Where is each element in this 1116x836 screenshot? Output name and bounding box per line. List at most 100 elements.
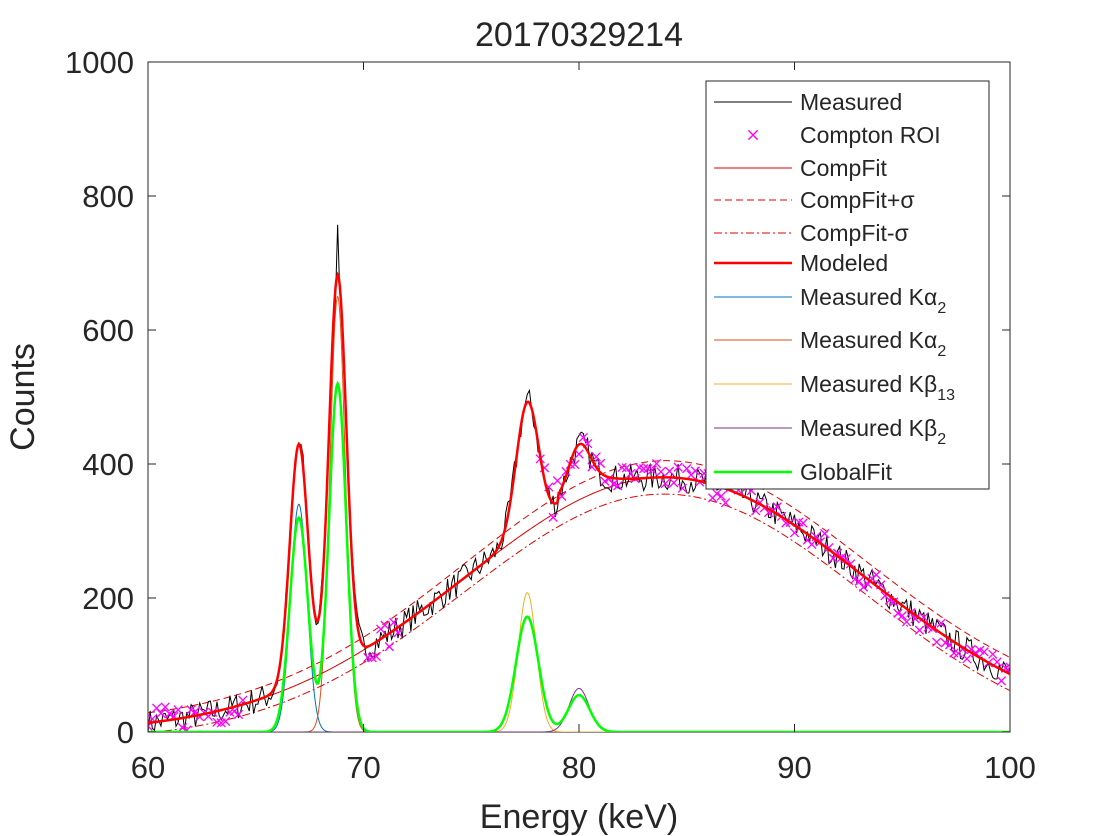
y-axis-label: Counts (4, 343, 42, 451)
x-tick-label-2: 80 (562, 750, 596, 785)
compton-roi-marker-109 (871, 570, 882, 580)
compton-roi-marker-8 (177, 723, 188, 732)
series-compfit-minus-sigma (152, 493, 1010, 732)
compton-roi-marker-116 (901, 617, 912, 627)
compton-roi-marker-72 (712, 488, 722, 499)
y-tick-label-4: 800 (82, 179, 134, 214)
legend-label-1: Compton ROI (800, 122, 941, 148)
legend-label-sub-8: 13 (937, 387, 955, 404)
compton-roi-marker-44 (591, 452, 601, 462)
legend-entry-4: CompFit-σ (714, 220, 909, 246)
compton-roi-marker-115 (897, 611, 907, 621)
compton-roi-marker-57 (647, 465, 657, 475)
compton-roi-marker-106 (858, 582, 869, 592)
legend-entry-0: Measured (714, 89, 902, 115)
x-tick-label-1: 70 (346, 750, 380, 785)
legend-label-sub-7: 2 (937, 343, 946, 360)
legend-label-5: Modeled (800, 250, 888, 276)
compton-roi-marker-40 (574, 449, 584, 459)
compton-roi-marker-136 (988, 649, 998, 659)
compton-roi-marker-55 (638, 464, 649, 474)
x-tick-label-0: 60 (131, 750, 165, 785)
compton-roi-marker-65 (682, 464, 692, 474)
y-tick-label-3: 600 (82, 313, 134, 348)
compton-roi-marker-29 (389, 617, 399, 628)
compton-roi-marker-5 (164, 709, 175, 719)
y-tick-label-5: 1000 (65, 45, 134, 80)
legend-swatch-1 (747, 129, 759, 141)
series-compton-roi (148, 432, 1010, 732)
y-tick-label-1: 200 (82, 581, 134, 616)
x-tick-label-3: 90 (777, 750, 811, 785)
compton-roi-marker-35 (552, 476, 563, 486)
compton-roi-marker-114 (893, 608, 903, 618)
compton-roi-marker-92 (798, 518, 808, 528)
compton-roi-marker-21 (233, 709, 244, 720)
series-compfit-plus-sigma (148, 460, 1010, 714)
legend-label-sub-6: 2 (937, 300, 946, 317)
legend-entry-5: Modeled (714, 250, 888, 276)
compton-roi-marker-18 (220, 716, 231, 727)
compton-roi-marker-119 (914, 625, 925, 635)
compton-roi-marker-130 (962, 654, 972, 664)
compton-roi-marker-25 (371, 651, 382, 662)
compton-roi-marker-134 (979, 647, 989, 657)
series-layer (148, 224, 1010, 732)
compton-roi-marker-51 (621, 463, 632, 473)
compton-roi-marker-9 (182, 725, 192, 732)
compton-roi-marker-86 (772, 502, 782, 512)
compton-roi-marker-58 (651, 458, 662, 469)
series-modeled (148, 271, 1010, 725)
chart-title: 20170329214 (475, 16, 683, 54)
compton-roi-marker-45 (595, 458, 606, 469)
compton-roi-marker-63 (673, 462, 683, 472)
legend-entry-1: Compton ROI (747, 122, 941, 148)
compton-roi-marker-90 (789, 528, 800, 538)
compton-roi-marker-64 (677, 483, 688, 493)
compton-roi-marker-34 (548, 512, 558, 522)
compton-roi-marker-28 (384, 642, 395, 652)
compton-roi-marker-60 (660, 479, 670, 489)
legend-label-4: CompFit-σ (800, 220, 909, 246)
compton-roi-marker-7 (173, 705, 183, 715)
x-tick-label-4: 100 (984, 750, 1036, 785)
compton-roi-marker-124 (936, 618, 946, 628)
compton-roi-marker-59 (656, 467, 666, 477)
compton-roi-marker-4 (160, 702, 170, 712)
compton-roi-marker-61 (664, 466, 675, 476)
compton-roi-marker-94 (807, 539, 817, 550)
compton-roi-marker-113 (888, 597, 899, 607)
compton-roi-marker-81 (751, 506, 761, 516)
legend-label-10: GlobalFit (800, 459, 893, 485)
compton-roi-marker-67 (690, 466, 701, 476)
series-globalfit (148, 380, 1010, 732)
legend-label-2: CompFit (800, 155, 888, 181)
legend-label-3: CompFit+σ (800, 187, 915, 213)
compton-roi-marker-140 (1005, 662, 1010, 672)
compton-roi-marker-123 (932, 637, 942, 647)
legend-box (705, 80, 990, 490)
compton-roi-marker-49 (613, 481, 623, 491)
compton-roi-marker-97 (820, 528, 830, 539)
x-axis-label: Energy (keV) (480, 798, 678, 836)
legend-entry-3: CompFit+σ (714, 187, 915, 213)
compton-roi-marker-27 (380, 620, 390, 630)
compton-roi-marker-46 (600, 476, 610, 486)
compton-roi-marker-105 (854, 576, 864, 586)
legend: Measured Compton ROI CompFit CompFit+σ CompF… (705, 80, 990, 490)
compton-roi-marker-138 (996, 676, 1007, 686)
legend-label-0: Measured (800, 89, 902, 115)
series-peak-kb2 (148, 687, 1010, 732)
compton-roi-marker-74 (720, 498, 731, 508)
legend-entry-10: GlobalFit (714, 459, 893, 485)
legend-entry-2: CompFit (714, 155, 888, 181)
compton-roi-marker-23 (363, 652, 373, 663)
legend-label-sub-9: 2 (937, 431, 946, 448)
y-tick-label-2: 400 (82, 447, 134, 482)
compton-roi-marker-41 (578, 432, 588, 443)
compton-roi-marker-62 (669, 478, 679, 488)
compton-roi-marker-73 (716, 491, 726, 501)
compton-roi-marker-3 (156, 708, 166, 718)
